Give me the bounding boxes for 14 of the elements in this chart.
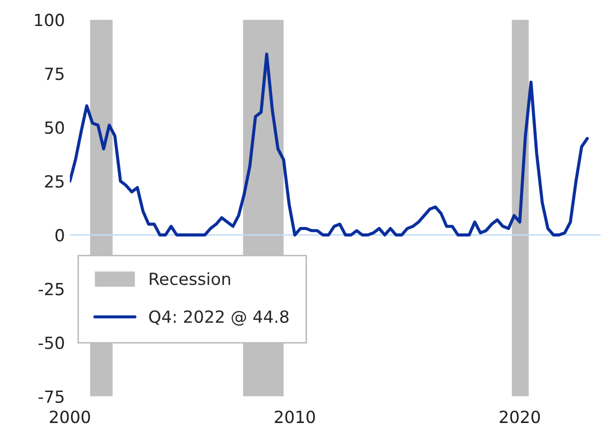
y-tick-label: 75 <box>45 68 64 80</box>
x-tick-label: 2020 <box>500 410 540 424</box>
line-series <box>70 52 589 236</box>
x-tick-label: 2000 <box>50 410 90 424</box>
y-tick-label: 100 <box>35 14 64 26</box>
band-label: Recession <box>150 272 230 286</box>
legend-label: Q4: 2022 @ 44.8 <box>149 310 288 326</box>
y-tick-label: 25 <box>45 175 64 188</box>
y-tick-label: -75 <box>38 390 64 403</box>
y-tick-label: 0 <box>56 228 64 242</box>
y-tick-label: -50 <box>38 336 64 350</box>
y-tick-label: -25 <box>38 282 64 296</box>
x-tick-label: 2010 <box>274 410 315 424</box>
y-tick-label: 50 <box>45 121 64 134</box>
